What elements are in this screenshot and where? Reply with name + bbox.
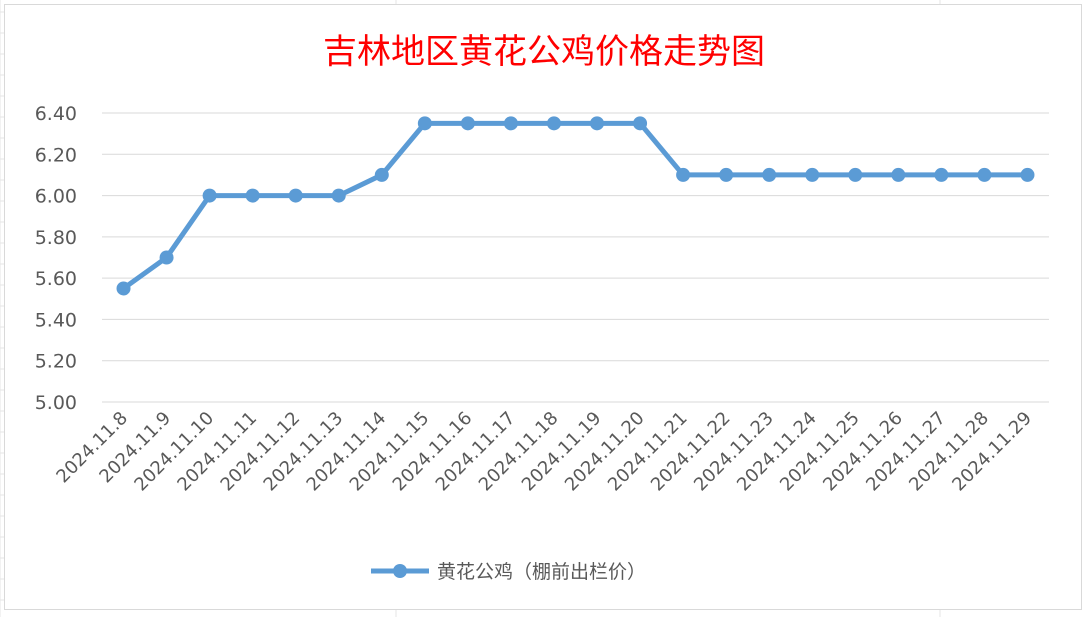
data-point xyxy=(848,167,863,182)
data-point xyxy=(116,281,131,296)
data-point xyxy=(374,167,389,182)
data-point xyxy=(590,116,605,131)
data-point xyxy=(288,188,303,203)
y-tick-label: 5.60 xyxy=(35,268,77,290)
y-tick-label: 6.20 xyxy=(35,144,77,166)
data-point xyxy=(245,188,260,203)
y-tick-label: 5.00 xyxy=(35,392,77,414)
series-group xyxy=(116,116,1035,296)
data-point xyxy=(719,167,734,182)
data-point xyxy=(202,188,217,203)
y-tick-label: 6.40 xyxy=(35,103,77,125)
data-point xyxy=(503,116,518,131)
y-tick-label: 6.00 xyxy=(35,186,77,208)
data-point xyxy=(1020,167,1035,182)
data-point xyxy=(762,167,777,182)
data-point xyxy=(159,250,174,265)
data-point xyxy=(676,167,691,182)
data-point xyxy=(977,167,992,182)
data-point xyxy=(891,167,906,182)
data-point xyxy=(805,167,820,182)
data-point xyxy=(331,188,346,203)
y-axis-tick-labels: 5.00 5.20 5.40 5.60 5.80 6.00 6.20 6.40 xyxy=(35,103,77,414)
chart-legend: 黄花公鸡（棚前出栏价） xyxy=(371,561,646,583)
legend-marker-swatch xyxy=(393,564,407,578)
data-point xyxy=(934,167,949,182)
legend-label: 黄花公鸡（棚前出栏价） xyxy=(437,561,646,583)
y-tick-label: 5.20 xyxy=(35,351,77,373)
series-line xyxy=(121,120,1030,291)
y-tick-label: 5.40 xyxy=(35,309,77,331)
data-point xyxy=(460,116,475,131)
data-point xyxy=(546,116,561,131)
y-tick-label: 5.80 xyxy=(35,227,77,249)
chart-title: 吉林地区黄花公鸡价格走势图 xyxy=(323,32,765,72)
chart-gridlines xyxy=(102,112,1049,403)
chart-object[interactable]: 吉林地区黄花公鸡价格走势图 5.00 5.20 5.40 5.60 5.80 6.00 6.… xyxy=(4,4,1082,610)
line-chart: 吉林地区黄花公鸡价格走势图 5.00 5.20 5.40 5.60 5.80 6.00 6.… xyxy=(35,32,1049,583)
x-axis-tick-labels: 2024.11.82024.11.92024.11.102024.11.1120… xyxy=(52,408,1036,496)
data-point xyxy=(633,116,648,131)
data-point xyxy=(417,116,432,131)
